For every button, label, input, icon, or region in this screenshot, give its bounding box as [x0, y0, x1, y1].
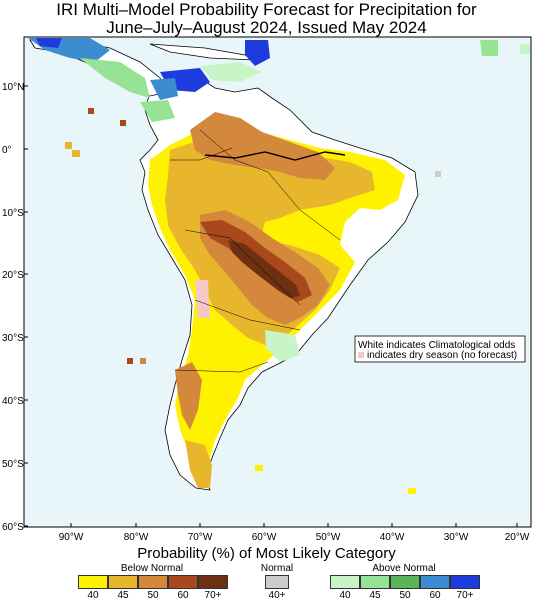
below-normal-label: Below Normal	[120, 563, 184, 574]
lon-label: 70°W	[188, 532, 213, 543]
above-darkblue-nw	[36, 38, 62, 48]
lon-label: 40°W	[380, 532, 405, 543]
legend-title: Probability (%) of Most Likely Category	[137, 545, 396, 562]
legend-tick-label: 40+	[268, 590, 286, 601]
above-lightgreen-venezuela	[200, 62, 262, 82]
below-cell-pacific-3	[127, 358, 133, 364]
legend-swatch	[168, 575, 198, 589]
lon-label: 30°W	[444, 532, 469, 543]
below-cell-pacific-2	[120, 120, 126, 126]
legend-tick-label: 70+	[204, 590, 222, 601]
below-cell-galapagos-1	[65, 142, 72, 149]
lat-label: 50°S	[2, 459, 24, 470]
lon-label: 90°W	[59, 532, 84, 543]
legend-swatch	[138, 575, 168, 589]
legend-swatch	[108, 575, 138, 589]
dry-season-swatch	[358, 352, 364, 358]
above-normal-shading	[28, 38, 530, 362]
below-cell-galapagos-2	[72, 150, 80, 157]
below-50-region	[190, 112, 335, 325]
normal-cell	[435, 171, 441, 177]
latitude-labels: 10°N 0° 10°S 20°S 30°S 40°S 50°S 60°S	[2, 82, 28, 533]
above-lightgreen-atlantic	[520, 44, 530, 54]
lat-label: 0°	[2, 145, 12, 156]
below-cell-pacific-4	[140, 358, 146, 364]
lat-label: 30°S	[2, 333, 24, 344]
legend-tick-label: 40	[339, 590, 351, 601]
lon-label: 20°W	[505, 532, 530, 543]
legend-swatch	[265, 575, 289, 589]
above-green-atlantic	[480, 40, 498, 56]
above-normal-label: Above Normal	[372, 563, 436, 574]
below-cell-south-georgia	[408, 488, 416, 494]
legend-tick-label: 45	[117, 590, 129, 601]
dry-season-region	[195, 280, 210, 318]
below-normal-shading	[148, 112, 405, 488]
legend-swatch	[198, 575, 228, 589]
normal-label: Normal	[260, 563, 294, 574]
above-lightgreen-south	[265, 330, 300, 362]
above-darkblue-cuba	[245, 40, 270, 66]
lon-label: 50°W	[316, 532, 341, 543]
legend-swatch	[450, 575, 480, 589]
above-green-ca	[80, 58, 150, 98]
lat-label: 10°N	[2, 82, 24, 93]
above-blue-caribbean	[150, 78, 178, 100]
lat-label: 10°S	[2, 208, 24, 219]
below-70-region	[228, 240, 300, 298]
forecast-map: 10°N 0° 10°S 20°S 30°S 40°S 50°S 60°S 90°W 80°W 7…	[2, 36, 532, 543]
map-title-line1: IRI Multi–Model Probability Forecast for…	[56, 0, 477, 19]
below-cell-falklands	[255, 465, 263, 471]
patagonia-below-region	[175, 362, 202, 430]
climatology-note: White indicates Climatological odds indi…	[354, 335, 526, 363]
legend-tick-label: 60	[177, 590, 189, 601]
lat-label: 20°S	[2, 270, 24, 281]
note-line1: White indicates Climatological odds	[358, 340, 515, 351]
legend-swatch	[78, 575, 108, 589]
lat-label: 60°S	[2, 522, 24, 533]
legend-tick-label: 60	[429, 590, 441, 601]
legend-tick-label: 45	[369, 590, 381, 601]
note-line2: indicates dry season (no forecast)	[367, 350, 517, 361]
legend-tick-label: 50	[399, 590, 411, 601]
legend-tick-label: 40	[87, 590, 99, 601]
below-cell-pacific-1	[88, 108, 94, 114]
legend-swatch	[330, 575, 360, 589]
lon-label: 60°W	[252, 532, 277, 543]
longitude-labels: 90°W 80°W 70°W 60°W 50°W 40°W 30°W 20°W	[59, 523, 530, 543]
lon-label: 80°W	[124, 532, 149, 543]
map-title-line2: June–July–August 2024, Issued May 2024	[106, 18, 427, 37]
legend-swatch	[390, 575, 420, 589]
river-amazon	[204, 151, 346, 161]
legend-swatch	[420, 575, 450, 589]
legend-swatch	[360, 575, 390, 589]
southern-tip-below-region	[185, 440, 212, 488]
legend-tick-label: 70+	[456, 590, 474, 601]
country-borders	[170, 129, 341, 373]
above-green-colombia	[140, 100, 175, 122]
legend-tick-label: 50	[147, 590, 159, 601]
lat-label: 40°S	[2, 396, 24, 407]
